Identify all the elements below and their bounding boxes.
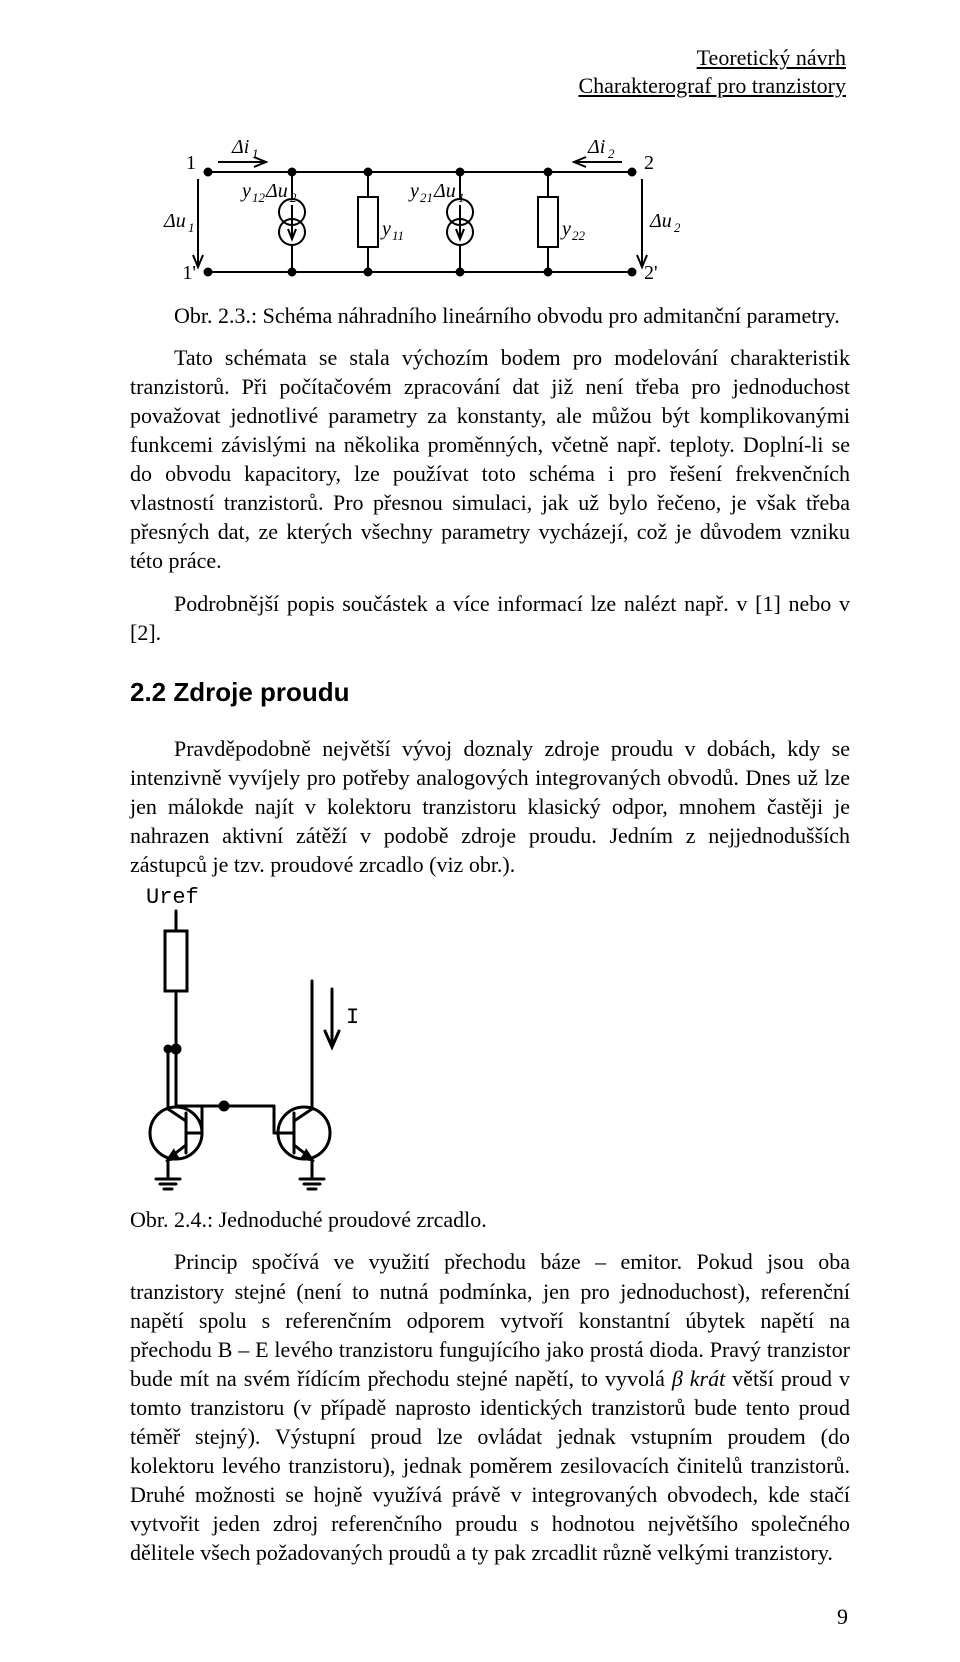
figure-current-mirror: Uref I <box>126 881 386 1201</box>
svg-text:1: 1 <box>188 220 195 235</box>
svg-text:2: 2 <box>608 146 615 161</box>
page-number: 9 <box>837 1604 848 1630</box>
svg-text:Δu: Δu <box>163 210 186 232</box>
running-header: Teoretický návrh Charakterograf pro tran… <box>130 44 850 99</box>
page: Teoretický návrh Charakterograf pro tran… <box>0 0 960 1662</box>
header-line-1: Teoretický návrh <box>697 45 846 70</box>
svg-text:2: 2 <box>674 220 680 235</box>
svg-text:Δu: Δu <box>649 210 672 232</box>
svg-text:12: 12 <box>252 190 266 205</box>
svg-text:1: 1 <box>252 146 259 161</box>
label-i: I <box>346 1005 359 1030</box>
svg-text:1': 1' <box>182 262 196 284</box>
svg-text:Δu: Δu <box>433 180 456 202</box>
svg-text:y: y <box>380 218 391 240</box>
paragraph-2: Podrobnější popis součástek a více infor… <box>130 589 850 647</box>
para4-beta: β krát <box>672 1366 725 1391</box>
figure-admittance-circuit: 1 1' 2 2' Δi 1 Δi 2 Δu 1 Δu 2 y 12 Δu 2 … <box>160 117 680 297</box>
svg-text:y: y <box>560 218 571 240</box>
svg-text:2': 2' <box>644 262 658 284</box>
svg-text:2: 2 <box>290 190 297 205</box>
svg-text:2: 2 <box>644 152 654 174</box>
paragraph-1: Tato schémata se stala výchozím bodem pr… <box>130 343 850 575</box>
svg-text:1: 1 <box>186 152 196 174</box>
paragraph-4: Princip spočívá ve využití přechodu báze… <box>130 1247 850 1566</box>
section-heading-2-2: 2.2 Zdroje proudu <box>130 677 850 708</box>
svg-text:21: 21 <box>420 190 433 205</box>
figure-caption-2-4: Obr. 2.4.: Jednoduché proudové zrcadlo. <box>130 1207 850 1233</box>
figure-caption-2-3: Obr. 2.3.: Schéma náhradního lineárního … <box>130 303 850 329</box>
svg-text:y: y <box>408 180 419 202</box>
svg-text:Δi: Δi <box>587 136 605 158</box>
svg-text:11: 11 <box>392 228 404 243</box>
para4-seg2: větší proud v tomto tranzistoru (v přípa… <box>130 1366 850 1565</box>
svg-text:22: 22 <box>572 228 586 243</box>
header-line-2: Charakterograf pro tranzistory <box>578 73 846 98</box>
label-uref: Uref <box>146 885 199 910</box>
svg-text:Δi: Δi <box>231 136 249 158</box>
svg-text:1: 1 <box>458 190 465 205</box>
svg-text:y: y <box>240 180 251 202</box>
paragraph-3: Pravděpodobně největší vývoj doznaly zdr… <box>130 734 850 879</box>
svg-text:Δu: Δu <box>265 180 288 202</box>
